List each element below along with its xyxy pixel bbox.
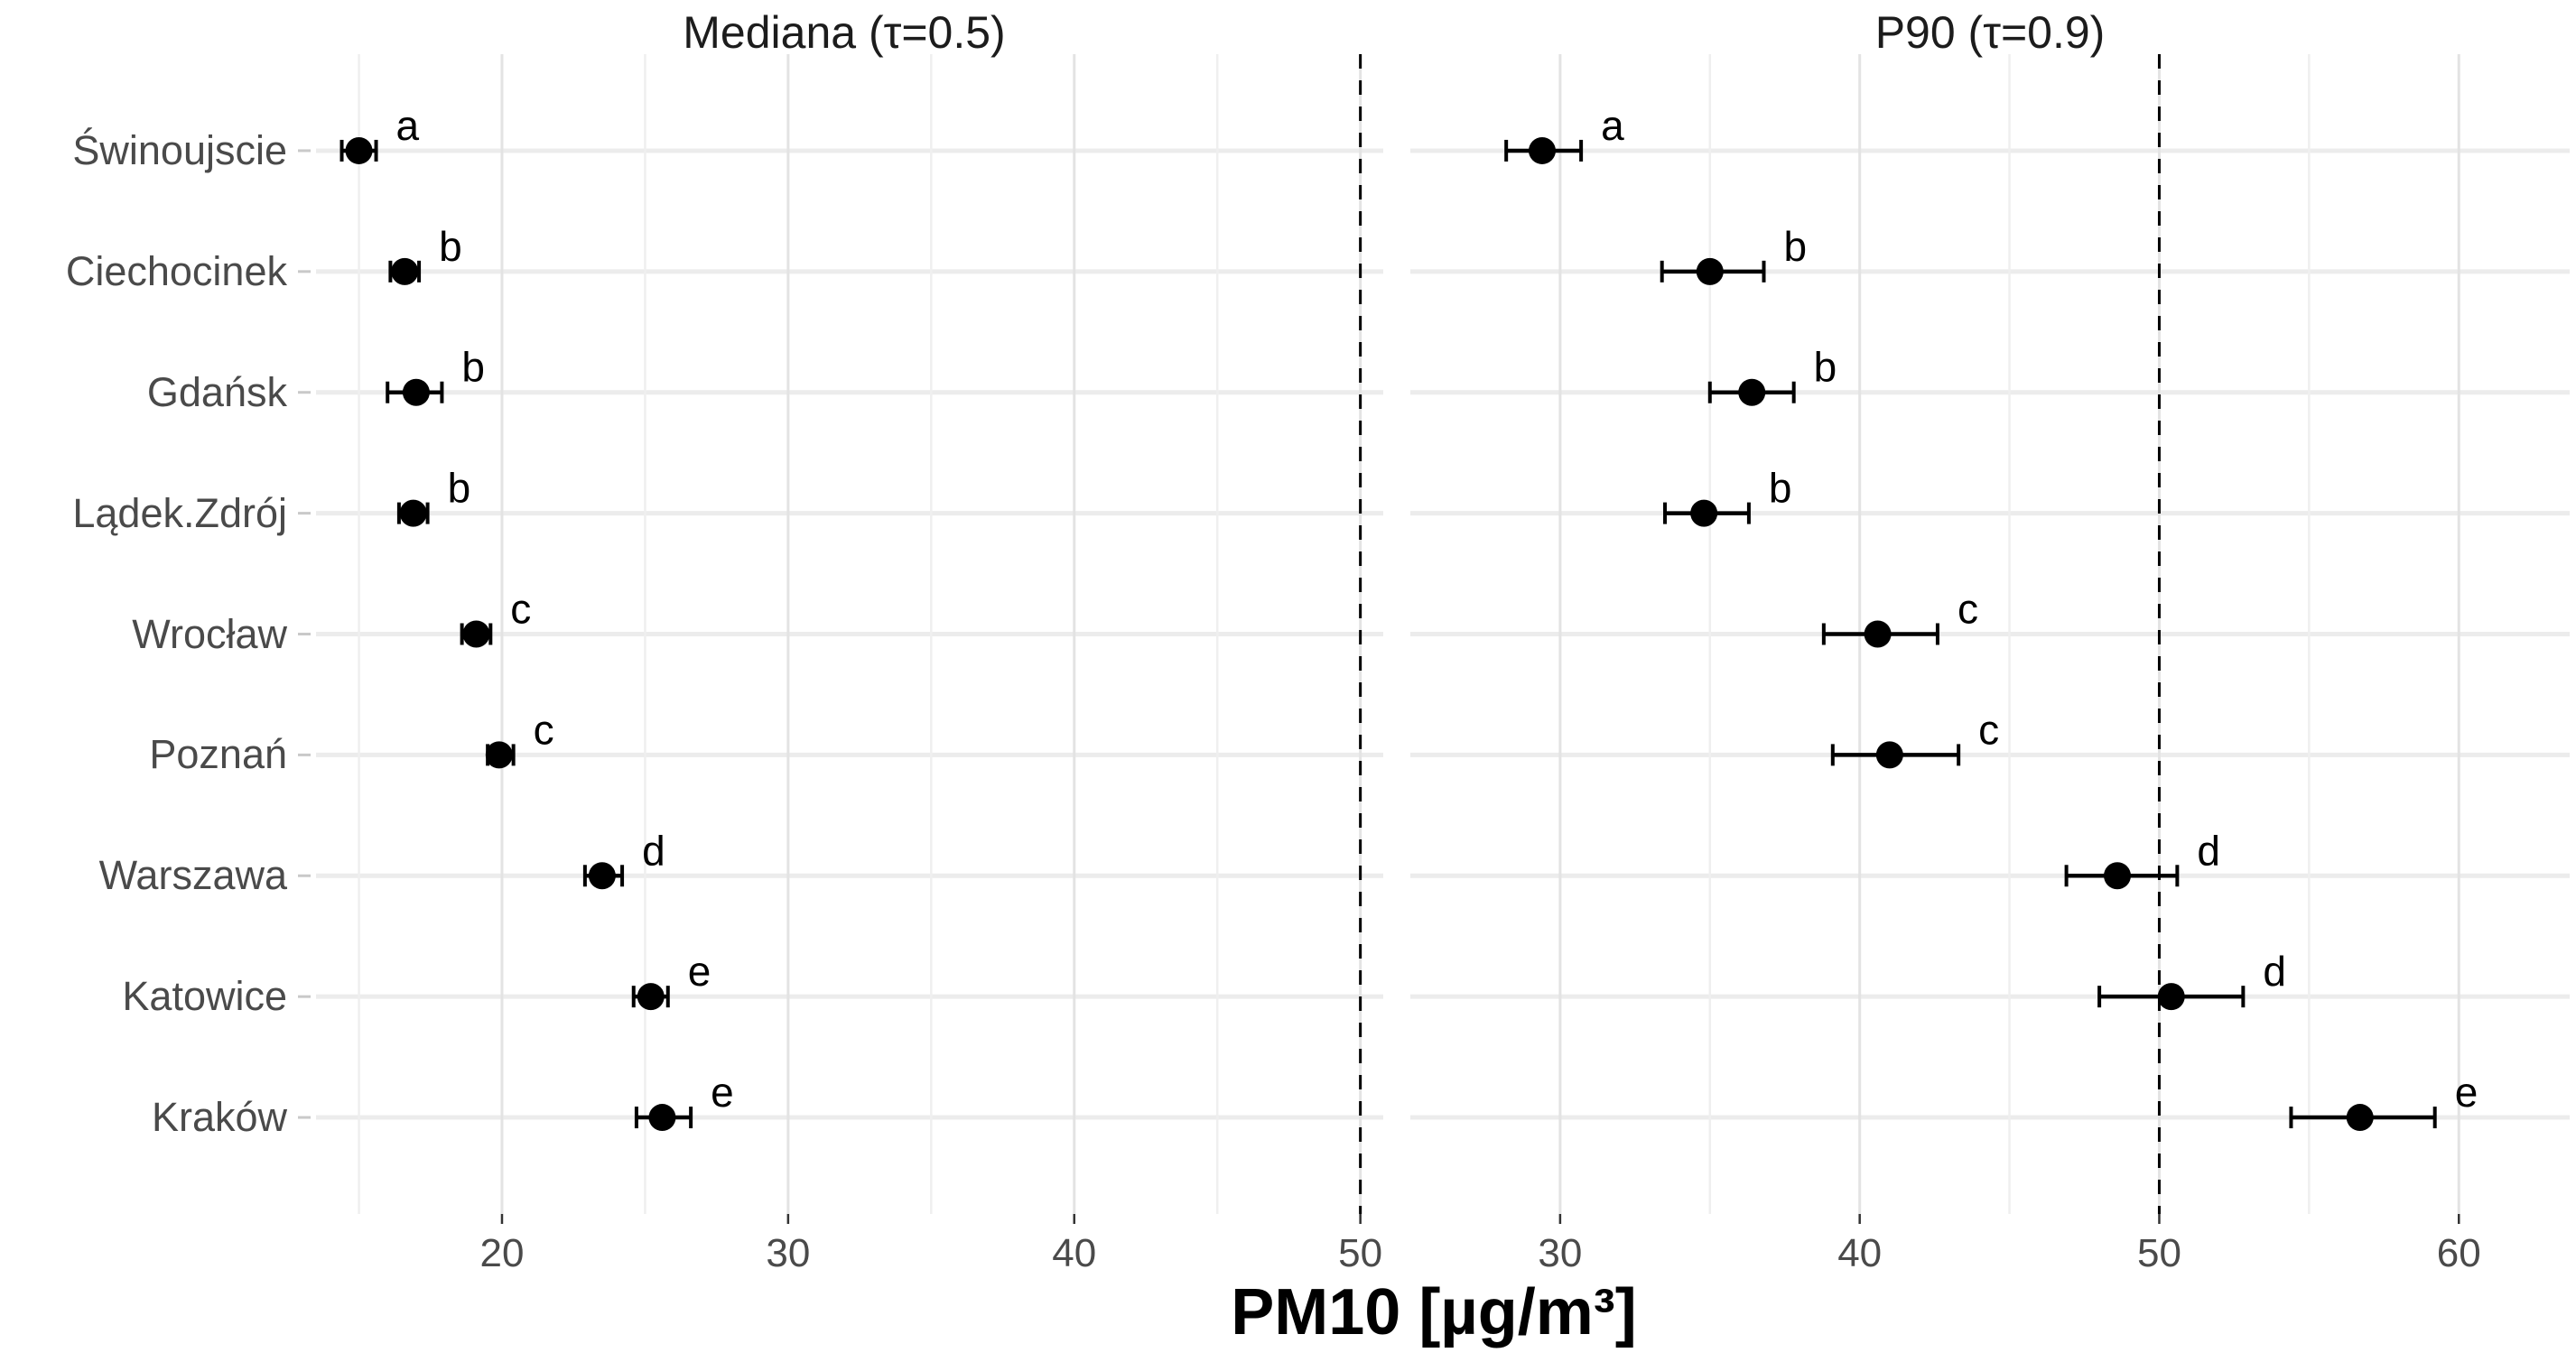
data-point bbox=[637, 983, 665, 1011]
data-point bbox=[485, 741, 513, 769]
x-tick-label: 30 bbox=[766, 1231, 810, 1275]
significance-letter: e bbox=[688, 948, 711, 995]
significance-letter: d bbox=[2197, 827, 2220, 874]
city-label: Lądek.Zdrój bbox=[72, 489, 287, 536]
significance-letter: a bbox=[1601, 102, 1624, 149]
data-point bbox=[2104, 862, 2132, 890]
significance-letter: c bbox=[1978, 706, 1999, 753]
x-tick-label: 50 bbox=[2137, 1231, 2181, 1275]
x-tick-label: 20 bbox=[480, 1231, 525, 1275]
x-tick-label: 30 bbox=[1538, 1231, 1582, 1275]
data-point bbox=[462, 620, 490, 648]
data-point bbox=[402, 378, 430, 406]
significance-letter: c bbox=[534, 706, 554, 753]
panel-mediana: 20 30 40 50 a b b b c c d e e bbox=[298, 54, 1383, 1275]
facet-title-p90: P90 (τ=0.9) bbox=[1874, 7, 2106, 58]
data-point bbox=[1528, 136, 1556, 164]
city-label: Katowice bbox=[122, 973, 287, 1020]
data-point bbox=[2157, 983, 2185, 1011]
significance-letter: c bbox=[1958, 586, 1978, 633]
city-label: Kraków bbox=[151, 1094, 287, 1141]
significance-letter: e bbox=[2455, 1069, 2478, 1116]
city-label: Gdańsk bbox=[146, 368, 287, 415]
data-point bbox=[2346, 1104, 2374, 1132]
significance-letter: c bbox=[510, 586, 531, 633]
city-label: Poznań bbox=[149, 731, 287, 778]
x-tick-label: 40 bbox=[1837, 1231, 1882, 1275]
data-point bbox=[1696, 257, 1724, 285]
data-point bbox=[1738, 378, 1766, 406]
data-point bbox=[588, 862, 616, 890]
city-label: Wrocław bbox=[132, 610, 287, 657]
x-tick-label: 50 bbox=[1338, 1231, 1382, 1275]
significance-letter: b bbox=[439, 223, 462, 270]
panel-p90: 30 40 50 60 a b b b c c d d e bbox=[1410, 54, 2570, 1275]
x-tick-label: 60 bbox=[2437, 1231, 2481, 1275]
significance-letter: e bbox=[711, 1069, 734, 1116]
city-label: Świnoujscie bbox=[72, 126, 287, 173]
significance-letter: a bbox=[396, 102, 420, 149]
significance-letter: d bbox=[642, 827, 665, 874]
significance-letter: b bbox=[1769, 465, 1792, 512]
city-label: Warszawa bbox=[98, 852, 287, 899]
x-tick-label: 40 bbox=[1052, 1231, 1096, 1275]
data-point bbox=[1875, 741, 1903, 769]
significance-letter: b bbox=[461, 344, 485, 391]
significance-letter: b bbox=[1814, 344, 1837, 391]
facet-title-mediana: Mediana (τ=0.5) bbox=[683, 7, 1006, 58]
significance-letter: d bbox=[2263, 948, 2286, 995]
data-point bbox=[1690, 499, 1718, 527]
significance-letter: b bbox=[448, 465, 471, 512]
data-point bbox=[399, 499, 427, 527]
significance-letter: b bbox=[1784, 223, 1808, 270]
data-point bbox=[1864, 620, 1892, 648]
x-axis-title: PM10 [µg/m³] bbox=[1231, 1276, 1637, 1348]
data-point bbox=[345, 136, 373, 164]
data-point bbox=[391, 257, 419, 285]
data-point bbox=[648, 1104, 676, 1132]
city-label: Ciechocinek bbox=[65, 247, 287, 294]
